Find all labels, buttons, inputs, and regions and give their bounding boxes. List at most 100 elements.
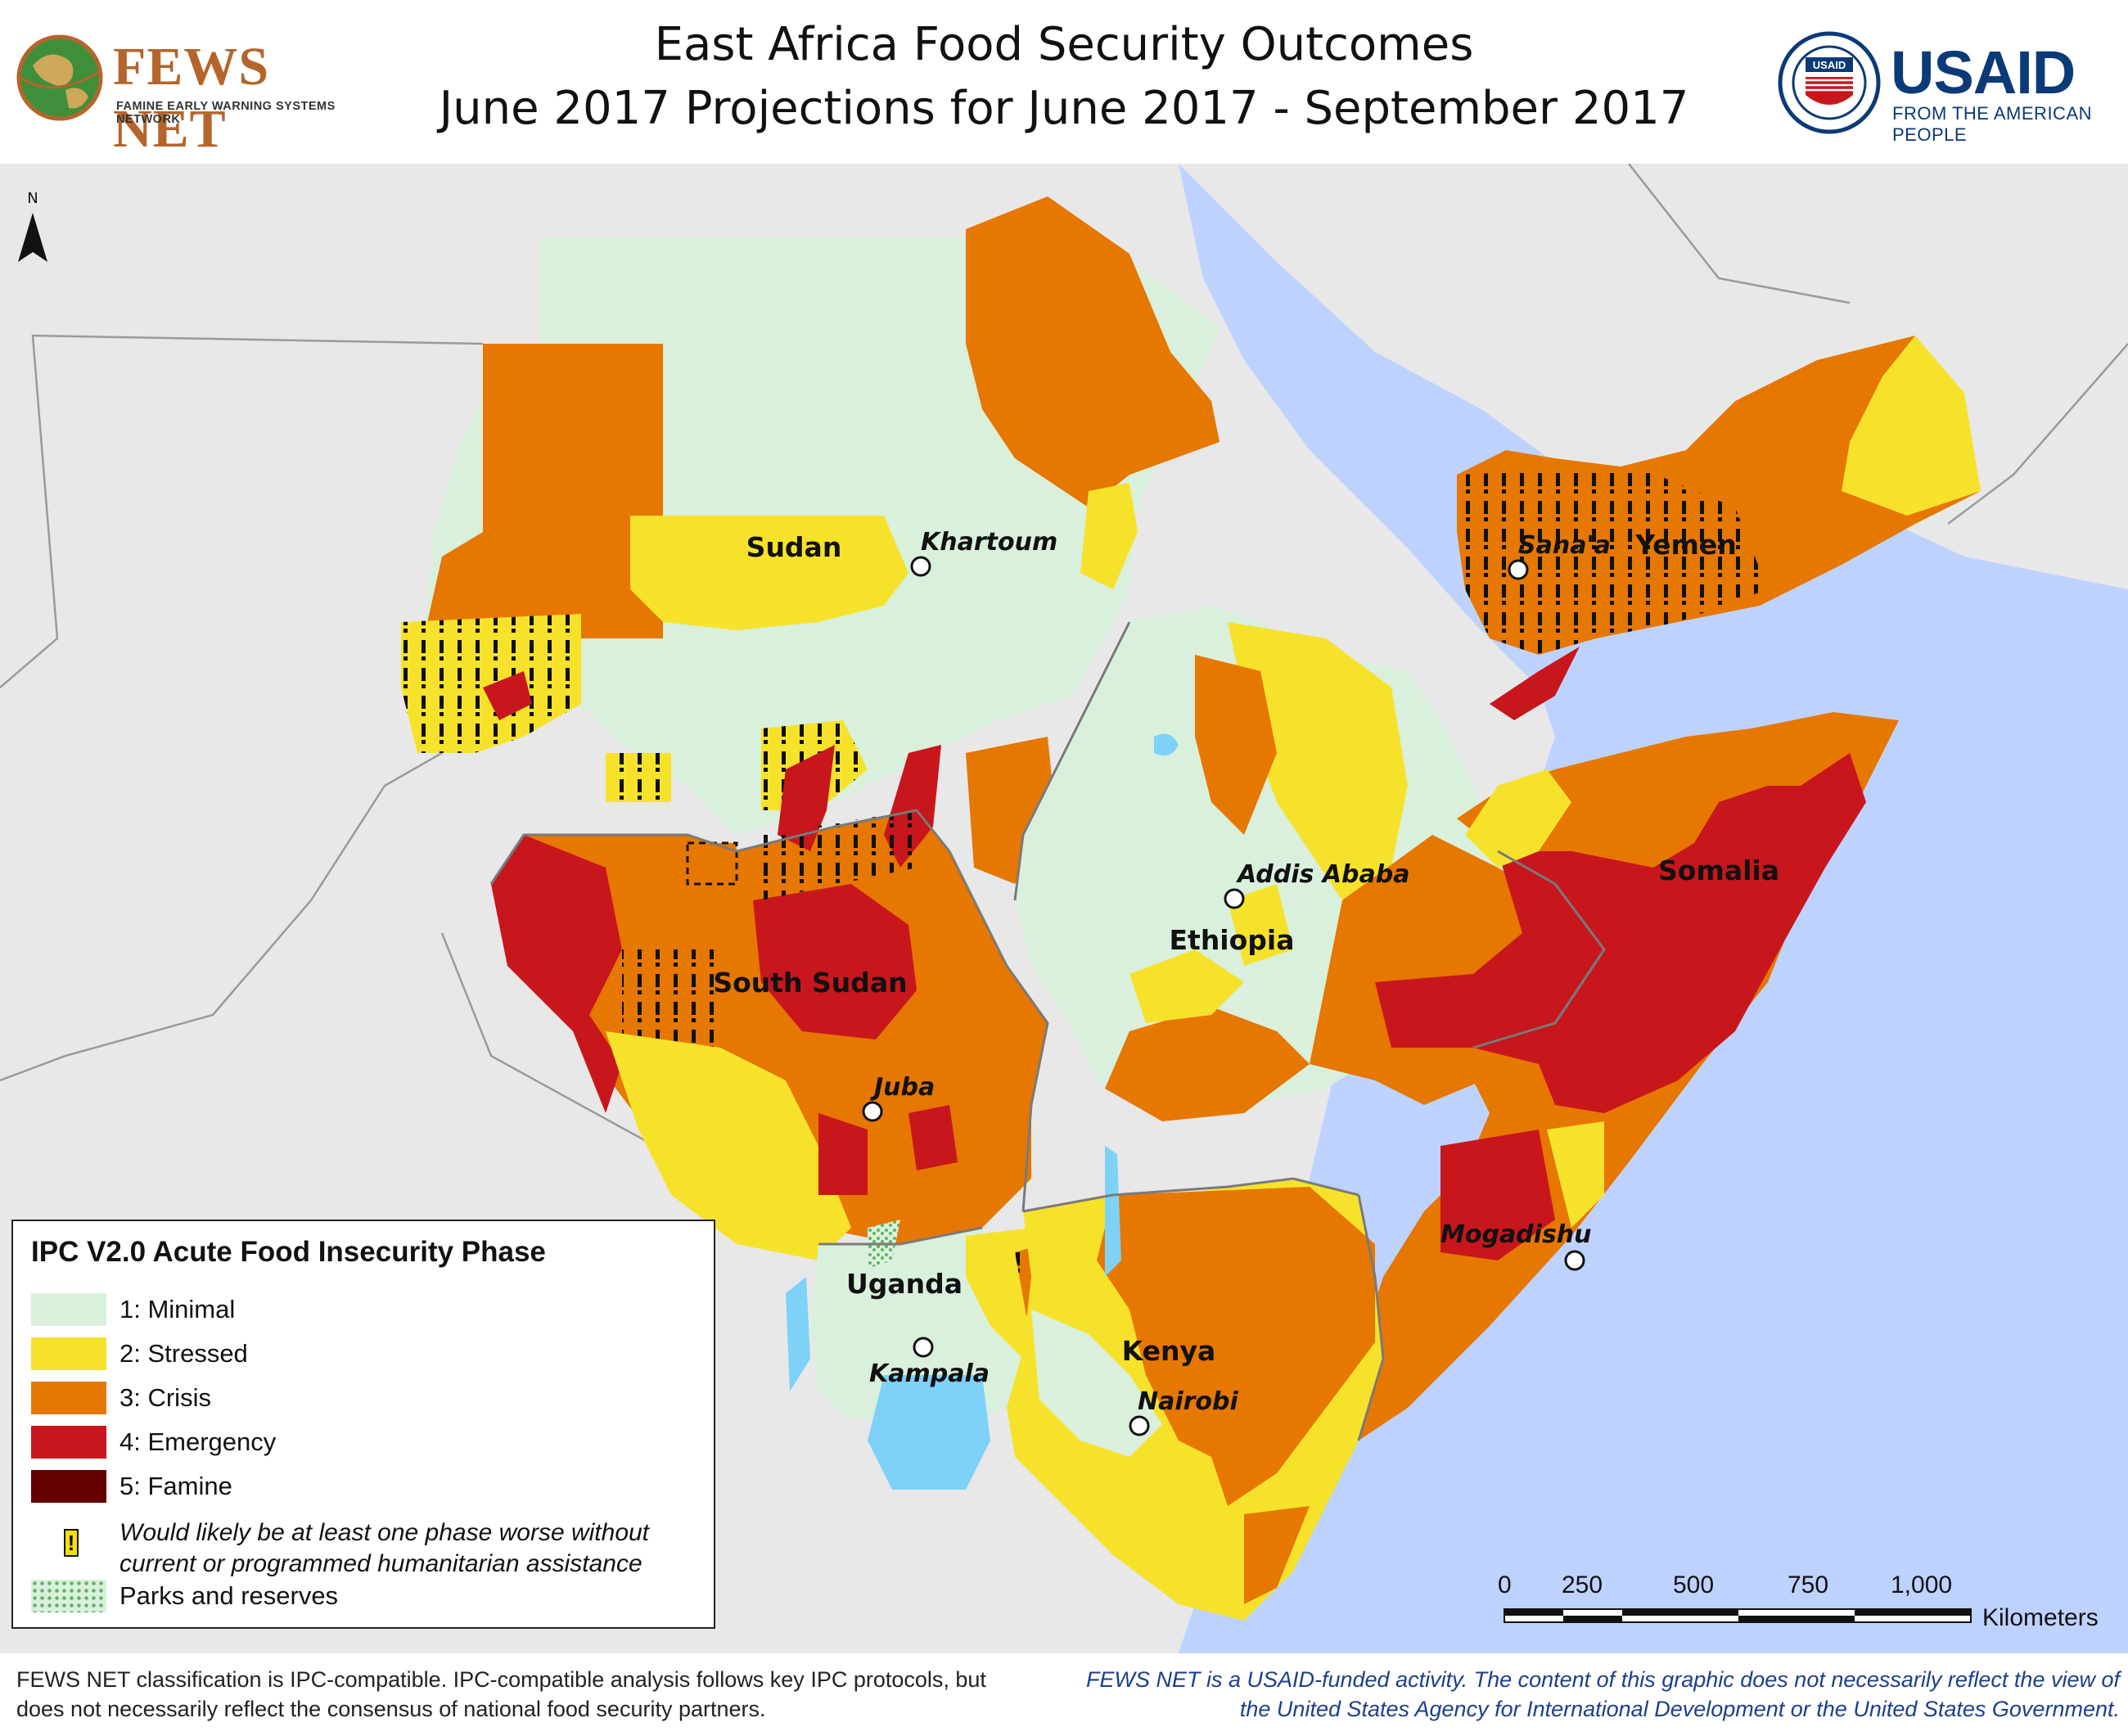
sudan-west-assistance — [401, 614, 581, 753]
legend-label: 4: Emergency — [119, 1427, 277, 1456]
capital-star-icon — [1508, 559, 1529, 580]
city-khartoum: Khartoum — [910, 528, 1057, 577]
scale-bar: 0 250 500 750 1,000 Kilometers — [1498, 1571, 2120, 1637]
yemen-taiz-emergency — [1490, 647, 1580, 720]
somalia-somaliland-stressed — [1465, 769, 1571, 868]
yemen-west-assistance — [1457, 467, 1768, 655]
yemen-east-stressed — [1842, 336, 1981, 516]
usaid-seal-text: USAID — [1813, 59, 1846, 71]
north-label: N — [27, 190, 38, 207]
city-addis-ababa: Addis Ababa — [1224, 860, 1409, 909]
legend-title: IPC V2.0 Acute Food Insecurity Phase — [31, 1236, 546, 1268]
scale-tick-label: 1,000 — [1891, 1571, 1953, 1598]
usaid-logo: USAID USAID FROM THE AMERICAN PEOPLE — [1776, 29, 2120, 145]
fews-net-subtitle: FAMINE EARLY WARNING SYSTEMS NETWORK — [116, 100, 336, 126]
city-mogadishu: Mogadishu — [1440, 1220, 1592, 1271]
city-kampala: Kampala — [869, 1337, 990, 1388]
ethiopia-afar-stressed — [1228, 622, 1408, 900]
lake-tana — [1154, 733, 1179, 756]
south-sudan-crisis — [491, 810, 1048, 1244]
legend-swatch — [31, 1293, 106, 1326]
sudan-kordofan-b-assistance — [606, 753, 671, 802]
scale-graphic — [1504, 1608, 1972, 1623]
sudan-jebel-marra-emergency — [483, 671, 532, 720]
legend-assistance-note: Would likely be at least one phase worse… — [119, 1519, 650, 1577]
ethiopia-central-stressed — [1228, 884, 1293, 966]
label-south-sudan: South Sudan — [713, 967, 907, 999]
usaid-tagline: FROM THE AMERICAN PEOPLE — [1892, 103, 2093, 145]
legend-swatch — [31, 1382, 106, 1414]
capital-star-icon — [1564, 1250, 1585, 1271]
sudan-red-sea-crisis — [966, 196, 1220, 507]
label-uganda: Uganda — [846, 1268, 963, 1300]
kenya-coast-crisis — [1244, 1506, 1310, 1604]
ethiopia-amhara-crisis — [1195, 655, 1277, 835]
header: FEWS NET FAMINE EARLY WARNING SYSTEMS NE… — [0, 0, 2128, 164]
label-sudan: Sudan — [746, 531, 842, 563]
usaid-seal-icon: USAID — [1778, 31, 1881, 134]
legend-label: 2: Stressed — [119, 1339, 248, 1368]
sudan-darfur-crisis — [426, 344, 663, 655]
exclamation-icon: ! — [64, 1529, 79, 1557]
scale-tick-label: 750 — [1788, 1571, 1829, 1598]
somalia-shabelle-stressed — [1547, 1121, 1604, 1228]
label-kampala: Kampala — [869, 1359, 990, 1388]
south-sudan-east-emergency — [908, 1105, 958, 1170]
footer-disclaimer-ipc: FEWS NET classification is IPC-compatibl… — [16, 1667, 986, 1721]
country-borders — [489, 621, 1606, 1441]
lake-albert — [786, 1277, 810, 1391]
north-arrow: N — [18, 190, 47, 262]
usaid-wordmark: USAID — [1891, 38, 2076, 106]
label-nairobi: Nairobi — [1138, 1387, 1239, 1416]
scale-unit: Kilometers — [1982, 1604, 2099, 1631]
south-sudan-juba-emergency — [818, 1113, 868, 1195]
city-juba: Juba — [862, 1073, 935, 1122]
legend-swatch — [31, 1470, 106, 1503]
label-somalia: Somalia — [1658, 854, 1779, 886]
fews-net-wordmark: FEWS NET — [113, 37, 270, 159]
capital-star-icon — [1129, 1415, 1150, 1436]
label-mogadishu: Mogadishu — [1440, 1220, 1592, 1249]
scale-tick-label: 500 — [1673, 1571, 1715, 1598]
scale-tick-label: 0 — [1498, 1571, 1512, 1598]
city-nairobi: Nairobi — [1129, 1387, 1239, 1436]
somalia-north-emergency — [1375, 753, 1866, 1113]
legend-swatch — [31, 1426, 106, 1459]
label-addis-ababa: Addis Ababa — [1236, 860, 1409, 889]
globe-icon — [16, 34, 103, 121]
map-legend: IPC V2.0 Acute Food Insecurity Phase 1: … — [11, 1220, 715, 1629]
ethiopia-snnpr-stressed — [1129, 949, 1244, 1023]
south-sudan-west-emergency — [491, 835, 622, 1113]
lake-victoria — [868, 1375, 990, 1490]
sudan-kordofan-stressed — [630, 516, 908, 630]
capital-star-icon — [913, 1337, 934, 1358]
somalia-bay-emergency — [1440, 1130, 1555, 1260]
legend-label: 1: Minimal — [119, 1295, 236, 1323]
south-sudan-west-assistance — [622, 949, 720, 1048]
legend-swatch — [31, 1337, 106, 1370]
legend-label: 5: Famine — [119, 1472, 232, 1500]
south-sudan-equatoria-stressed — [606, 1031, 851, 1260]
scale-tick-label: 250 — [1562, 1571, 1603, 1598]
page-title: East Africa Food Security Outcomes — [654, 18, 1474, 71]
legend-label: 3: Crisis — [119, 1383, 211, 1412]
label-yemen: Yemen — [1634, 529, 1737, 561]
capital-star-icon — [862, 1101, 883, 1122]
label-kenya: Kenya — [1122, 1335, 1216, 1367]
city-sanaa: Sana'a — [1508, 531, 1611, 580]
south-sudan-abyei-area — [686, 841, 738, 886]
label-sanaa: Sana'a — [1518, 531, 1611, 560]
ethiopia-south-crisis — [1105, 1007, 1310, 1121]
label-juba: Juba — [870, 1073, 935, 1102]
fews-net-logo: FEWS NET FAMINE EARLY WARNING SYSTEMS NE… — [15, 29, 358, 159]
south-sudan-unity-emergency — [753, 884, 917, 1039]
south-sudan-north-emergency — [778, 745, 835, 851]
kenya-highlands-minimal — [1031, 1310, 1162, 1457]
sudan-kassala-stressed — [1080, 483, 1138, 589]
page-subtitle: June 2017 Projections for June 2017 - Se… — [439, 82, 1689, 135]
label-ethiopia: Ethiopia — [1170, 924, 1295, 956]
capital-star-icon — [1224, 888, 1245, 909]
footer-disclaimer-usaid: FEWS NET is a USAID-funded activity. The… — [1085, 1667, 2120, 1721]
label-khartoum: Khartoum — [921, 528, 1057, 557]
legend-swatch-parks — [31, 1580, 106, 1612]
